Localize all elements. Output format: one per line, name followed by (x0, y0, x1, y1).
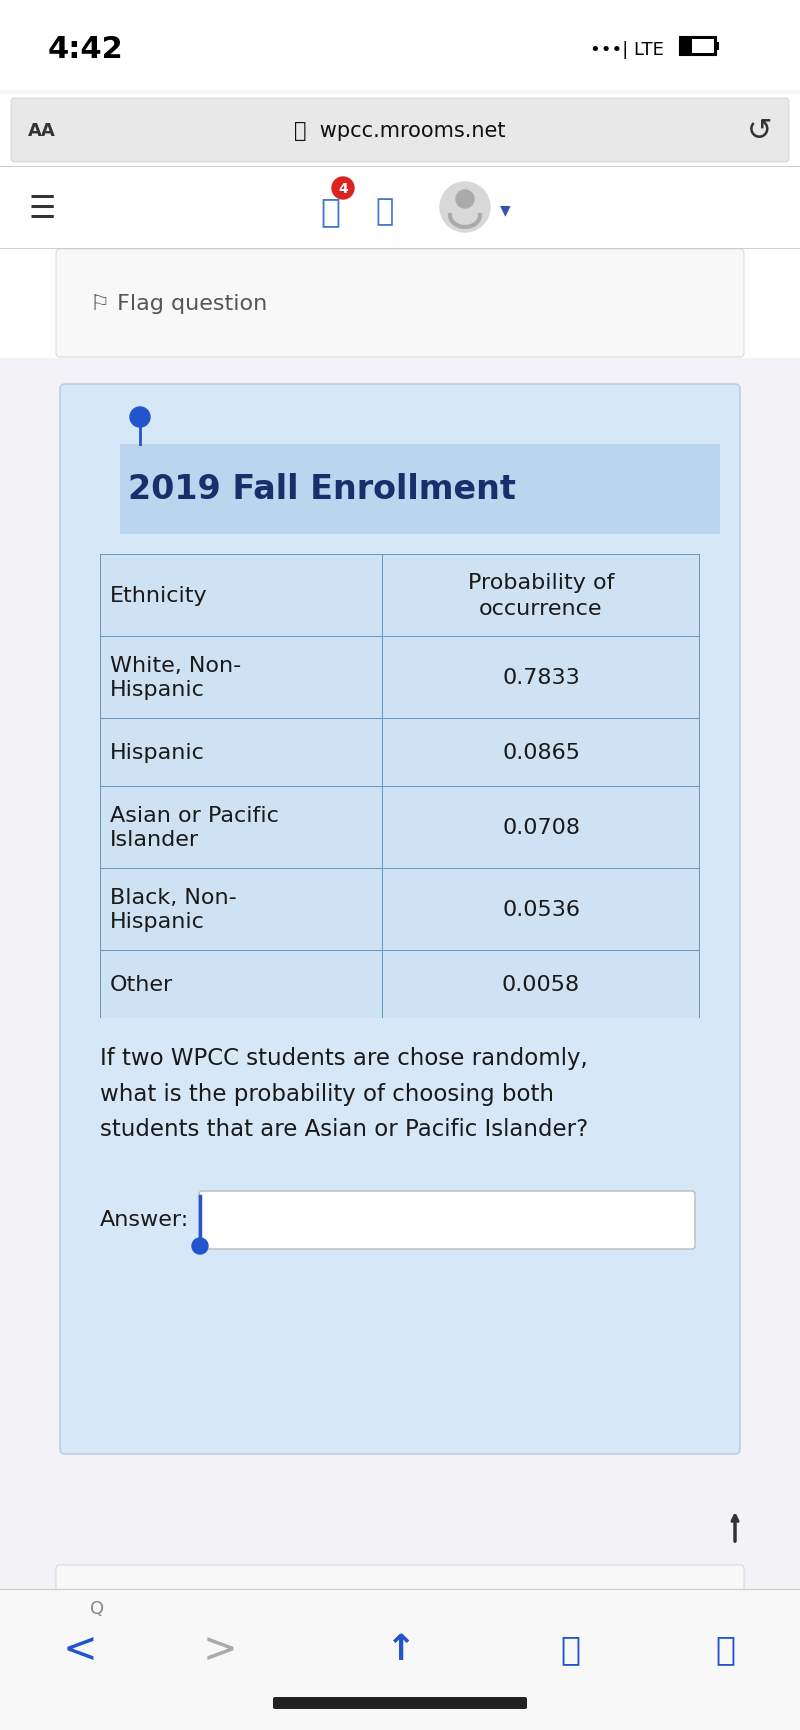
FancyBboxPatch shape (60, 384, 740, 1455)
Text: ☰: ☰ (28, 195, 56, 225)
Text: Other: Other (110, 974, 174, 995)
Text: ↑: ↑ (385, 1631, 415, 1666)
Bar (101, 952, 382, 1019)
Text: >: > (202, 1628, 238, 1669)
Bar (100, 555, 700, 1019)
Bar (0, 166, 800, 249)
FancyBboxPatch shape (273, 1697, 527, 1709)
Text: Black, Non-
Hispanic: Black, Non- Hispanic (110, 887, 237, 932)
Bar (383, 952, 699, 1019)
Bar (120, 445, 720, 535)
Bar (0, 358, 800, 394)
Text: 💬: 💬 (376, 197, 394, 227)
Bar (383, 787, 699, 868)
FancyBboxPatch shape (56, 249, 744, 358)
Bar (383, 555, 699, 637)
Text: AA: AA (28, 121, 56, 140)
Bar (101, 720, 382, 787)
Circle shape (192, 1239, 208, 1254)
Bar (0, 249, 800, 358)
Bar (101, 555, 382, 637)
FancyBboxPatch shape (56, 1566, 744, 1694)
Text: Q: Q (90, 1599, 104, 1618)
Bar (716, 43, 719, 50)
Text: Asian or Pacific
Islander: Asian or Pacific Islander (110, 804, 279, 849)
Text: 0.7833: 0.7833 (502, 668, 580, 687)
FancyBboxPatch shape (199, 1192, 695, 1249)
Text: 2019 Fall Enrollment: 2019 Fall Enrollment (128, 474, 516, 507)
Text: 0.0708: 0.0708 (502, 818, 580, 837)
Text: 4: 4 (338, 182, 348, 195)
Bar (680, 38, 716, 55)
Text: <: < (62, 1628, 98, 1669)
Bar (383, 720, 699, 787)
Bar (0, 95, 800, 166)
Bar (0, 1458, 800, 1730)
Circle shape (130, 408, 150, 427)
Circle shape (456, 190, 474, 209)
Text: 4:42: 4:42 (48, 36, 124, 64)
Text: Probability of
occurrence: Probability of occurrence (468, 573, 614, 619)
Text: 0.0865: 0.0865 (502, 742, 580, 763)
Text: Ethnicity: Ethnicity (110, 586, 208, 606)
Text: 0.0058: 0.0058 (502, 974, 580, 995)
Text: 0.0536: 0.0536 (502, 900, 580, 919)
Text: White, Non-
Hispanic: White, Non- Hispanic (110, 656, 242, 701)
Bar (101, 870, 382, 950)
Bar (383, 870, 699, 950)
Bar (101, 638, 382, 718)
Text: ⧉: ⧉ (715, 1633, 735, 1666)
Text: ↺: ↺ (747, 116, 773, 145)
Text: ⚐ Flag question: ⚐ Flag question (90, 294, 267, 313)
Text: Answer:: Answer: (100, 1209, 190, 1230)
Text: 📖: 📖 (560, 1633, 580, 1666)
Bar (682, 40, 714, 54)
Bar (383, 638, 699, 718)
Bar (0, 0, 800, 90)
Circle shape (332, 178, 354, 201)
Bar (682, 40, 691, 54)
Text: If two WPCC students are chose randomly,
what is the probability of choosing bot: If two WPCC students are chose randomly,… (100, 1047, 588, 1140)
FancyBboxPatch shape (11, 99, 789, 163)
Text: ▼: ▼ (500, 202, 510, 216)
Text: Hispanic: Hispanic (110, 742, 205, 763)
Circle shape (440, 183, 490, 234)
Text: 🔒  wpcc.mrooms.net: 🔒 wpcc.mrooms.net (294, 121, 506, 140)
Text: •••| LTE: •••| LTE (590, 42, 664, 59)
Bar (0, 1590, 800, 1730)
Bar (101, 787, 382, 868)
Text: 🔔: 🔔 (320, 195, 340, 228)
